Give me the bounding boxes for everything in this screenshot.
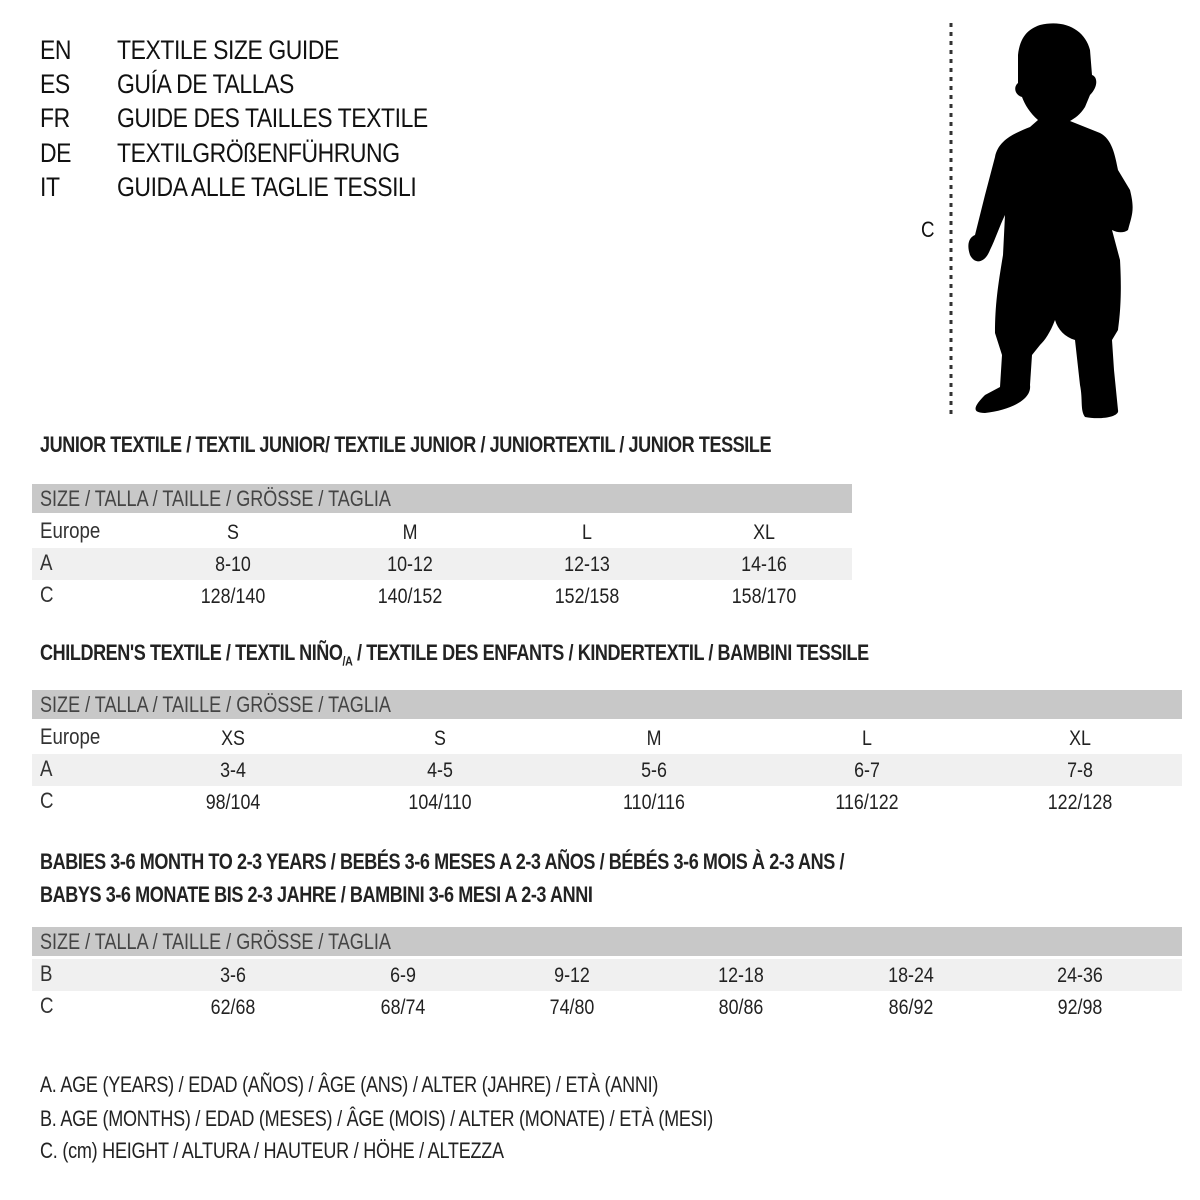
row-label: C — [40, 788, 54, 813]
cell: 104/110 — [408, 791, 472, 814]
cell: 110/116 — [623, 791, 685, 814]
title-text: CHILDREN'S TEXTILE / TEXTIL NIÑO — [40, 640, 343, 665]
cell: S — [227, 521, 239, 544]
row-label: A — [40, 756, 53, 781]
guide-title: TEXTILGRÖßENFÜHRUNG — [117, 138, 400, 168]
cell: 62/68 — [210, 996, 256, 1019]
guide-title: GUIDE DES TAILLES TEXTILE — [117, 103, 428, 133]
cell: 122/128 — [1047, 791, 1113, 814]
guide-title: TEXTILE SIZE GUIDE — [117, 35, 339, 65]
size-header: SIZE / TALLA / TAILLE / GRÖSSE / TAGLIA — [40, 486, 391, 511]
cell: 18-24 — [888, 964, 934, 987]
size-header-band: SIZE / TALLA / TAILLE / GRÖSSE / TAGLIA — [32, 927, 1182, 956]
children-size-table: SIZE / TALLA / TAILLE / GRÖSSE / TAGLIA … — [32, 690, 1182, 818]
lang-code: ES — [40, 69, 70, 99]
cell: S — [434, 727, 446, 750]
cell: 6-7 — [854, 759, 880, 782]
table-row: C 128/140 140/152 152/158 158/170 — [32, 580, 852, 612]
table-row: Europe XS S M L XL — [32, 722, 1182, 754]
table-row: Europe S M L XL — [32, 516, 852, 548]
cell: 12-18 — [718, 964, 764, 987]
cell: 68/74 — [380, 996, 426, 1019]
cell: XS — [221, 727, 245, 750]
cell: XL — [1069, 727, 1091, 750]
table-row: C 98/104 104/110 110/116 116/122 122/128 — [32, 786, 1182, 818]
cell: XL — [753, 521, 775, 544]
children-section-title: CHILDREN'S TEXTILE / TEXTIL NIÑO/A / TEX… — [40, 638, 869, 676]
cell: 98/104 — [205, 791, 261, 814]
size-header: SIZE / TALLA / TAILLE / GRÖSSE / TAGLIA — [40, 692, 391, 717]
babies-section-title: BABIES 3-6 MONTH TO 2-3 YEARS / BEBÉS 3-… — [40, 849, 845, 874]
cell: L — [582, 521, 592, 544]
cell: 9-12 — [554, 964, 590, 987]
cell: 92/98 — [1057, 996, 1103, 1019]
row-label: Europe — [40, 724, 101, 749]
size-header-band: SIZE / TALLA / TAILLE / GRÖSSE / TAGLIA — [32, 484, 852, 513]
cell: 80/86 — [718, 996, 764, 1019]
row-label: Europe — [40, 518, 101, 543]
cell: 152/158 — [554, 585, 620, 608]
cell: 74/80 — [549, 996, 595, 1019]
legend-c: C. (cm) HEIGHT / ALTURA / HAUTEUR / HÖHE… — [40, 1138, 504, 1163]
cell: 7-8 — [1067, 759, 1093, 782]
table-row: A 3-4 4-5 5-6 6-7 7-8 — [32, 754, 1182, 786]
title-text: / TEXTILE DES ENFANTS / KINDERTEXTIL / B… — [352, 640, 869, 665]
row-label: C — [40, 993, 54, 1018]
cell: 128/140 — [200, 585, 266, 608]
legend-a: A. AGE (YEARS) / EDAD (AÑOS) / ÂGE (ANS)… — [40, 1072, 659, 1097]
size-header-band: SIZE / TALLA / TAILLE / GRÖSSE / TAGLIA — [32, 690, 1182, 719]
row-label: B — [40, 961, 53, 986]
babies-section-title-line2: BABYS 3-6 MONATE BIS 2-3 JAHRE / BAMBINI… — [40, 882, 593, 907]
cell: M — [402, 521, 418, 544]
cell: 12-13 — [564, 553, 610, 576]
junior-section-title: JUNIOR TEXTILE / TEXTIL JUNIOR/ TEXTILE … — [40, 432, 772, 457]
cell: 6-9 — [390, 964, 416, 987]
child-silhouette-icon — [949, 23, 1133, 419]
cell: 4-5 — [427, 759, 453, 782]
cell: M — [646, 727, 662, 750]
cell: 10-12 — [387, 553, 433, 576]
babies-size-table: SIZE / TALLA / TAILLE / GRÖSSE / TAGLIA … — [32, 927, 1182, 1023]
cell: 14-16 — [741, 553, 787, 576]
cell: 3-4 — [220, 759, 246, 782]
table-row: C 62/68 68/74 74/80 80/86 86/92 92/98 — [32, 991, 1182, 1023]
row-label: C — [40, 582, 54, 607]
cell: 158/170 — [731, 585, 797, 608]
measure-label: C — [921, 217, 935, 242]
guide-title: GUÍA DE TALLAS — [117, 69, 294, 99]
lang-code: FR — [40, 103, 70, 133]
table-row: B 3-6 6-9 9-12 12-18 18-24 24-36 — [32, 959, 1182, 991]
cell: 5-6 — [641, 759, 667, 782]
cell: 24-36 — [1057, 964, 1103, 987]
cell: 116/122 — [835, 791, 899, 814]
lang-code: EN — [40, 35, 72, 65]
cell: 3-6 — [220, 964, 246, 987]
cell: 140/152 — [377, 585, 443, 608]
lang-code: IT — [40, 172, 60, 202]
title-sub: /A — [342, 653, 353, 669]
table-row: A 8-10 10-12 12-13 14-16 — [32, 548, 852, 580]
legend-b: B. AGE (MONTHS) / EDAD (MESES) / ÂGE (MO… — [40, 1106, 713, 1131]
junior-size-table: SIZE / TALLA / TAILLE / GRÖSSE / TAGLIA … — [32, 484, 852, 612]
lang-code: DE — [40, 138, 72, 168]
cell: 86/92 — [888, 996, 934, 1019]
row-label: A — [40, 550, 53, 575]
cell: 8-10 — [215, 553, 251, 576]
guide-title: GUIDA ALLE TAGLIE TESSILI — [117, 172, 417, 202]
size-header: SIZE / TALLA / TAILLE / GRÖSSE / TAGLIA — [40, 929, 391, 954]
cell: L — [862, 727, 872, 750]
